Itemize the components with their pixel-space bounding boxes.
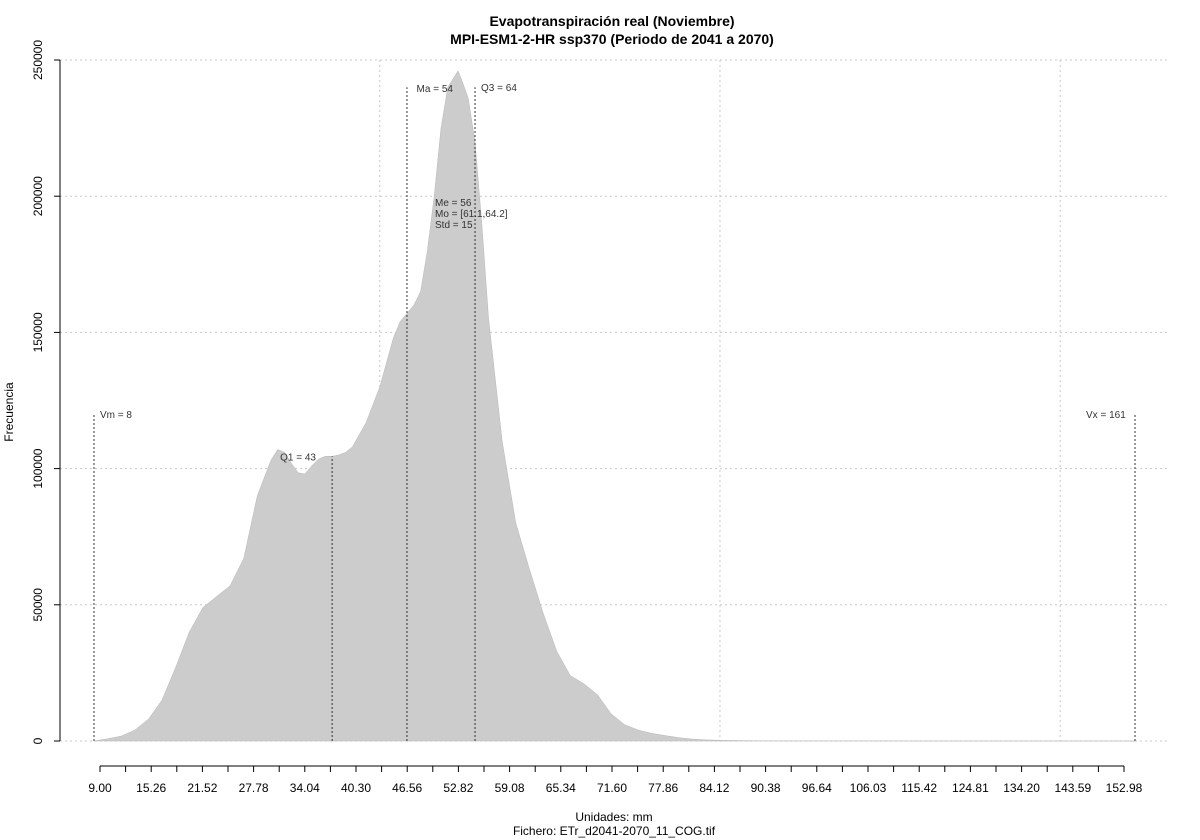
y-tick-label: 250000 — [31, 40, 45, 80]
x-tick-label: 152.98 — [1106, 781, 1143, 795]
marker-label: Vx = 161 — [1086, 410, 1126, 421]
x-tick-label: 77.86 — [648, 781, 678, 795]
x-tick-label: 143.59 — [1054, 781, 1091, 795]
x-tick-label: 40.30 — [341, 781, 371, 795]
y-tick-label: 150000 — [31, 312, 45, 352]
stats-label: Std = 15 — [435, 220, 473, 231]
y-axis: 0 50000 100000 150000 200000 250000 — [31, 40, 61, 744]
y-tick-label: 0 — [31, 737, 45, 744]
x-tick-label: 96.64 — [802, 781, 832, 795]
area-layer — [93, 70, 1135, 742]
x-tick-label: 71.60 — [597, 781, 627, 795]
file-label: Fichero: ETr_d2041-2070_11_COG.tif — [513, 824, 716, 838]
y-axis-label: Frecuencia — [2, 382, 16, 442]
chart-subtitle: MPI-ESM1-2-HR ssp370 (Periodo de 2041 a … — [450, 31, 774, 47]
x-tick-label: 9.00 — [88, 781, 112, 795]
x-tick-label: 52.82 — [443, 781, 473, 795]
chart-title: Evapotranspiración real (Noviembre) — [489, 13, 734, 29]
x-tick-label: 21.52 — [187, 781, 217, 795]
x-tick-label: 90.38 — [751, 781, 781, 795]
x-tick-label: 124.81 — [952, 781, 989, 795]
stats-label: Me = 56 — [435, 198, 472, 209]
marker-label: Vm = 8 — [100, 410, 132, 421]
y-tick-label: 50000 — [31, 588, 45, 622]
x-tick-label: 134.20 — [1003, 781, 1040, 795]
marker-label: Ma = 54 — [417, 84, 454, 95]
density-area — [93, 70, 1135, 742]
x-tick-label: 15.26 — [136, 781, 166, 795]
x-axis: 9.00 15.26 21.52 27.78 34.04 40.30 46.56 52.82 5… — [88, 765, 1143, 795]
x-tick-label: 59.08 — [495, 781, 525, 795]
x-tick-label: 65.34 — [546, 781, 576, 795]
y-tick-label: 100000 — [31, 448, 45, 488]
x-tick-label: 84.12 — [699, 781, 729, 795]
x-tick-label: 34.04 — [290, 781, 320, 795]
marker-layer: Vm = 8 Q1 = 43 Ma = 54 Q3 = 64 Vx = 161 Me = … — [93, 83, 1136, 741]
x-tick-label: 27.78 — [239, 781, 269, 795]
y-tick-label: 200000 — [31, 176, 45, 216]
marker-label: Q1 = 43 — [280, 452, 316, 463]
x-tick-label: 106.03 — [850, 781, 887, 795]
x-tick-label: 46.56 — [392, 781, 422, 795]
marker-label: Q3 = 64 — [481, 83, 517, 94]
x-axis-label: Unidades: mm — [575, 810, 652, 824]
stats-label: Mo = [61.1,64.2] — [435, 209, 508, 220]
x-tick-label: 115.42 — [901, 781, 937, 795]
